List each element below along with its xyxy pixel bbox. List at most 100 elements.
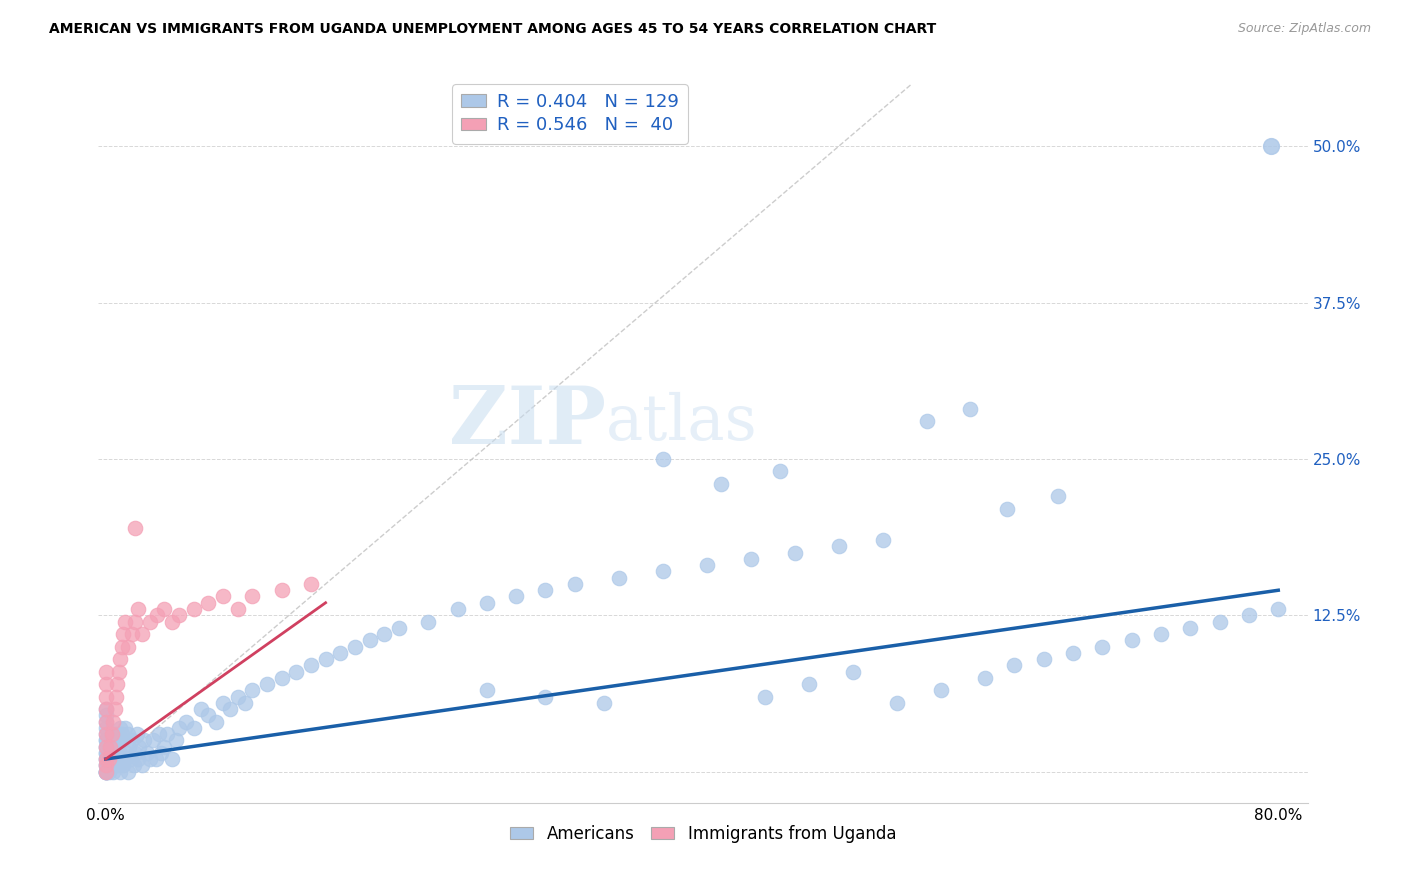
Text: ZIP: ZIP: [450, 384, 606, 461]
Point: [94, 746, 117, 760]
Point: [94, 677, 117, 691]
Point: [94, 733, 117, 747]
Point: [121, 627, 143, 641]
Point: [418, 615, 440, 629]
Point: [959, 401, 981, 416]
Point: [122, 758, 145, 772]
Point: [110, 721, 132, 735]
Point: [94, 746, 117, 760]
Text: AMERICAN VS IMMIGRANTS FROM UGANDA UNEMPLOYMENT AMONG AGES 45 TO 54 YEARS CORREL: AMERICAN VS IMMIGRANTS FROM UGANDA UNEMP…: [49, 22, 936, 37]
Point: [112, 758, 135, 772]
Point: [94, 727, 117, 741]
Point: [127, 602, 149, 616]
Point: [128, 739, 150, 754]
Point: [329, 646, 352, 660]
Point: [94, 739, 117, 754]
Point: [118, 739, 141, 754]
Point: [124, 615, 146, 629]
Point: [117, 727, 139, 741]
Point: [769, 465, 792, 479]
Point: [299, 577, 322, 591]
Point: [1150, 627, 1173, 641]
Point: [142, 733, 165, 747]
Point: [94, 714, 117, 729]
Point: [114, 615, 136, 629]
Point: [651, 452, 673, 467]
Point: [110, 764, 132, 779]
Point: [120, 752, 142, 766]
Point: [1267, 602, 1289, 616]
Point: [124, 521, 146, 535]
Point: [117, 640, 139, 654]
Point: [1091, 640, 1114, 654]
Point: [98, 739, 121, 754]
Point: [124, 746, 146, 760]
Point: [94, 714, 117, 729]
Point: [183, 602, 205, 616]
Point: [607, 571, 630, 585]
Point: [94, 764, 117, 779]
Point: [710, 477, 733, 491]
Point: [233, 696, 256, 710]
Point: [359, 633, 381, 648]
Point: [111, 640, 134, 654]
Point: [127, 752, 149, 766]
Point: [153, 739, 176, 754]
Point: [167, 608, 190, 623]
Point: [256, 677, 278, 691]
Point: [534, 690, 557, 704]
Point: [197, 596, 219, 610]
Point: [117, 764, 139, 779]
Point: [94, 752, 117, 766]
Point: [827, 540, 849, 554]
Point: [160, 615, 183, 629]
Point: [107, 752, 129, 766]
Point: [593, 696, 616, 710]
Point: [176, 714, 198, 729]
Point: [1260, 139, 1282, 153]
Point: [160, 752, 183, 766]
Point: [373, 627, 395, 641]
Point: [872, 533, 894, 548]
Legend: Americans, Immigrants from Uganda: Americans, Immigrants from Uganda: [503, 818, 903, 849]
Point: [94, 752, 117, 766]
Point: [1047, 490, 1070, 504]
Point: [1121, 633, 1143, 648]
Point: [783, 546, 806, 560]
Point: [1004, 658, 1026, 673]
Point: [156, 727, 179, 741]
Point: [564, 577, 586, 591]
Point: [1237, 608, 1260, 623]
Point: [132, 733, 155, 747]
Point: [112, 627, 135, 641]
Point: [100, 739, 122, 754]
Point: [131, 758, 153, 772]
Point: [94, 752, 117, 766]
Point: [94, 758, 117, 772]
Point: [94, 739, 117, 754]
Point: [125, 727, 148, 741]
Point: [94, 764, 117, 779]
Point: [101, 714, 124, 729]
Point: [94, 665, 117, 679]
Point: [388, 621, 411, 635]
Point: [94, 708, 117, 723]
Point: [475, 596, 498, 610]
Point: [94, 764, 117, 779]
Point: [110, 652, 132, 666]
Point: [842, 665, 865, 679]
Point: [115, 746, 138, 760]
Point: [204, 714, 226, 729]
Point: [100, 727, 122, 741]
Point: [94, 758, 117, 772]
Point: [974, 671, 997, 685]
Point: [97, 764, 120, 779]
Point: [150, 746, 173, 760]
Point: [915, 414, 938, 428]
Point: [111, 752, 134, 766]
Point: [108, 733, 131, 747]
Point: [94, 739, 117, 754]
Point: [138, 615, 160, 629]
Text: Source: ZipAtlas.com: Source: ZipAtlas.com: [1237, 22, 1371, 36]
Point: [1180, 621, 1202, 635]
